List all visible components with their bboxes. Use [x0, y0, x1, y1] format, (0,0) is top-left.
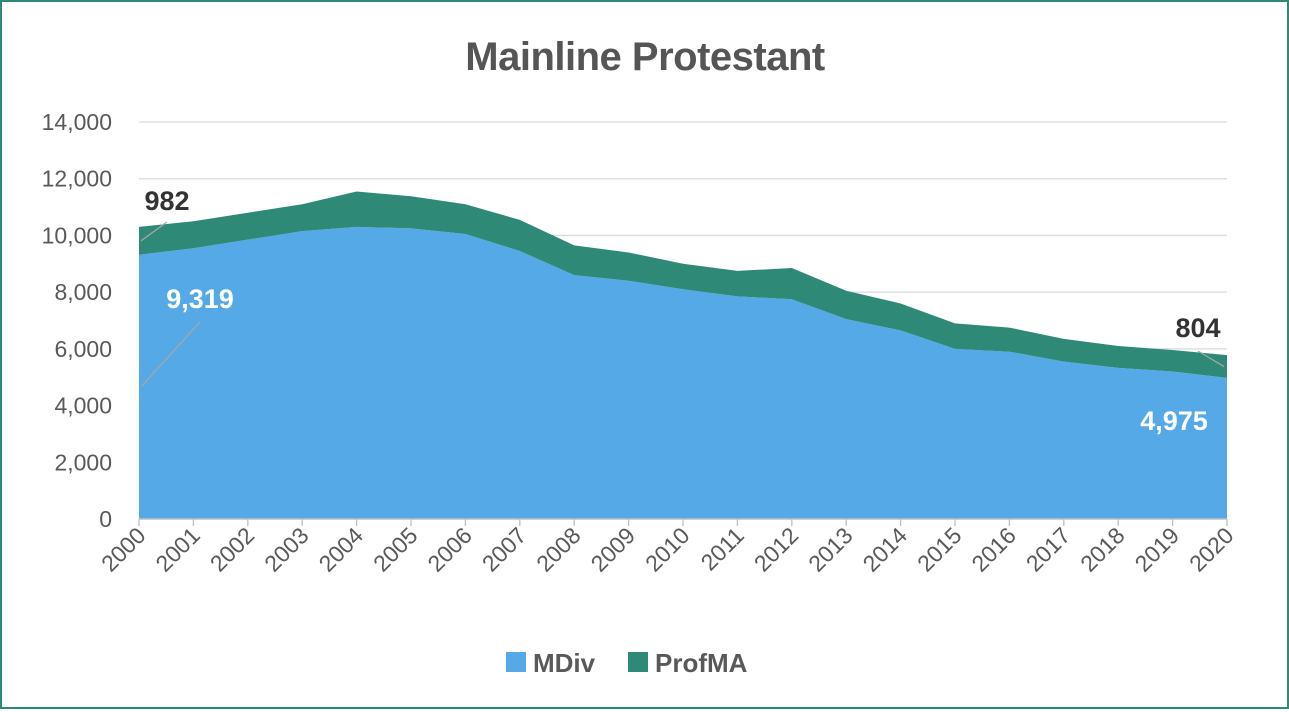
- x-tick-label-2005: 2005: [368, 522, 423, 577]
- x-tick-label-2014: 2014: [858, 522, 913, 577]
- legend-label-profma: ProfMA: [655, 648, 748, 678]
- x-tick-label-2019: 2019: [1130, 522, 1185, 577]
- y-tick-label-10000: 10,000: [42, 222, 112, 248]
- x-tick-labels: 2000 2001 2002 2003 2004 2005 2006 2007 2008 2009…: [96, 522, 1239, 577]
- y-tick-label-12000: 12,000: [42, 166, 112, 192]
- leader-line-mdiv-2000: [140, 321, 201, 388]
- x-tick-label-2015: 2015: [912, 522, 967, 577]
- x-tick-label-2004: 2004: [314, 522, 369, 577]
- x-tick-label-2020: 2020: [1184, 522, 1239, 577]
- x-tick-label-2012: 2012: [749, 522, 804, 577]
- y-tick-label-14000: 14,000: [42, 109, 112, 135]
- y-tick-label-2000: 2,000: [54, 449, 112, 475]
- x-tick-label-2003: 2003: [259, 522, 314, 577]
- legend-swatch-mdiv: [506, 652, 526, 672]
- x-tick-label-2002: 2002: [205, 522, 260, 577]
- axes: [138, 518, 1228, 526]
- legend-label-mdiv: MDiv: [533, 648, 596, 678]
- data-label-mdiv-2020: 4,975: [1140, 406, 1208, 436]
- y-tick-label-4000: 4,000: [54, 393, 112, 419]
- x-tick-label-2008: 2008: [531, 522, 586, 577]
- y-tick-label-6000: 6,000: [54, 336, 112, 362]
- data-label-mdiv-2000: 9,319: [166, 284, 234, 314]
- x-tick-label-2007: 2007: [477, 522, 532, 577]
- data-label-profma-2000: 982: [144, 186, 189, 216]
- legend: MDiv ProfMA: [506, 648, 748, 678]
- plot-areas: [139, 191, 1227, 519]
- area-mdiv: [139, 226, 1227, 519]
- x-tick-label-2018: 2018: [1075, 522, 1130, 577]
- data-labels: 982 9,319 804 4,975: [144, 186, 1220, 436]
- y-tick-labels: 0 2,000 4,000 6,000 8,000 10,000 12,000 14,000: [42, 109, 112, 532]
- x-tick-label-2001: 2001: [150, 522, 205, 577]
- leader-line-profma-2000: [140, 221, 168, 242]
- x-tick-label-2010: 2010: [640, 522, 695, 577]
- y-tick-label-8000: 8,000: [54, 279, 112, 305]
- area-profma: [139, 191, 1227, 378]
- x-tick-label-2011: 2011: [696, 522, 749, 575]
- x-tick-label-2006: 2006: [422, 522, 477, 577]
- x-tick-label-2016: 2016: [966, 522, 1021, 577]
- data-label-profma-2020: 804: [1175, 313, 1220, 343]
- leader-line-profma-2020: [1197, 350, 1225, 368]
- x-tick-label-2009: 2009: [586, 522, 641, 577]
- x-tick-label-2013: 2013: [803, 522, 858, 577]
- chart-title: Mainline Protestant: [465, 35, 825, 79]
- x-tick-label-2017: 2017: [1021, 522, 1076, 577]
- y-tick-label-0: 0: [99, 506, 112, 532]
- legend-swatch-profma: [628, 652, 648, 672]
- leader-lines: [140, 221, 1225, 388]
